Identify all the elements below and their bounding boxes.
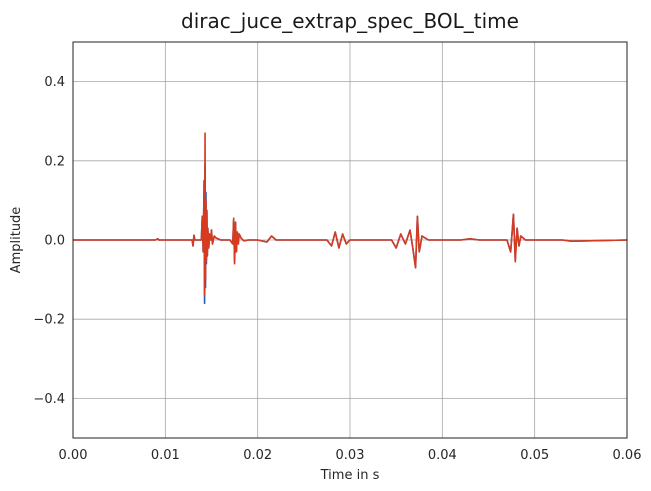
series-line-2	[73, 132, 628, 297]
y-tick-label: −0.2	[33, 313, 65, 328]
y-tick-label: 0.4	[44, 75, 65, 90]
x-tick-label: 0.02	[243, 448, 272, 463]
y-tick-label: −0.4	[33, 392, 65, 407]
x-tick-label: 0.04	[428, 448, 457, 463]
chart-title: dirac_juce_extrap_spec_BOL_time	[181, 9, 519, 33]
x-tick-label: 0.03	[336, 448, 365, 463]
x-axis-label: Time in s	[320, 468, 380, 483]
x-tick-label: 0.01	[151, 448, 180, 463]
y-tick-label: 0.2	[44, 154, 65, 169]
plot-frame	[72, 41, 628, 439]
series-layer	[73, 132, 628, 305]
x-tick-label: 0.05	[520, 448, 549, 463]
y-axis-ticks: −0.4 −0.2 0.0 0.2 0.4	[33, 75, 65, 407]
y-tick-label: 0.0	[44, 234, 65, 249]
y-axis-label: Amplitude	[9, 207, 24, 274]
x-tick-label: 0.00	[59, 448, 88, 463]
x-tick-label: 0.06	[613, 448, 642, 463]
x-axis-ticks: 0.00 0.01 0.02 0.03 0.04 0.05 0.06	[59, 448, 642, 463]
